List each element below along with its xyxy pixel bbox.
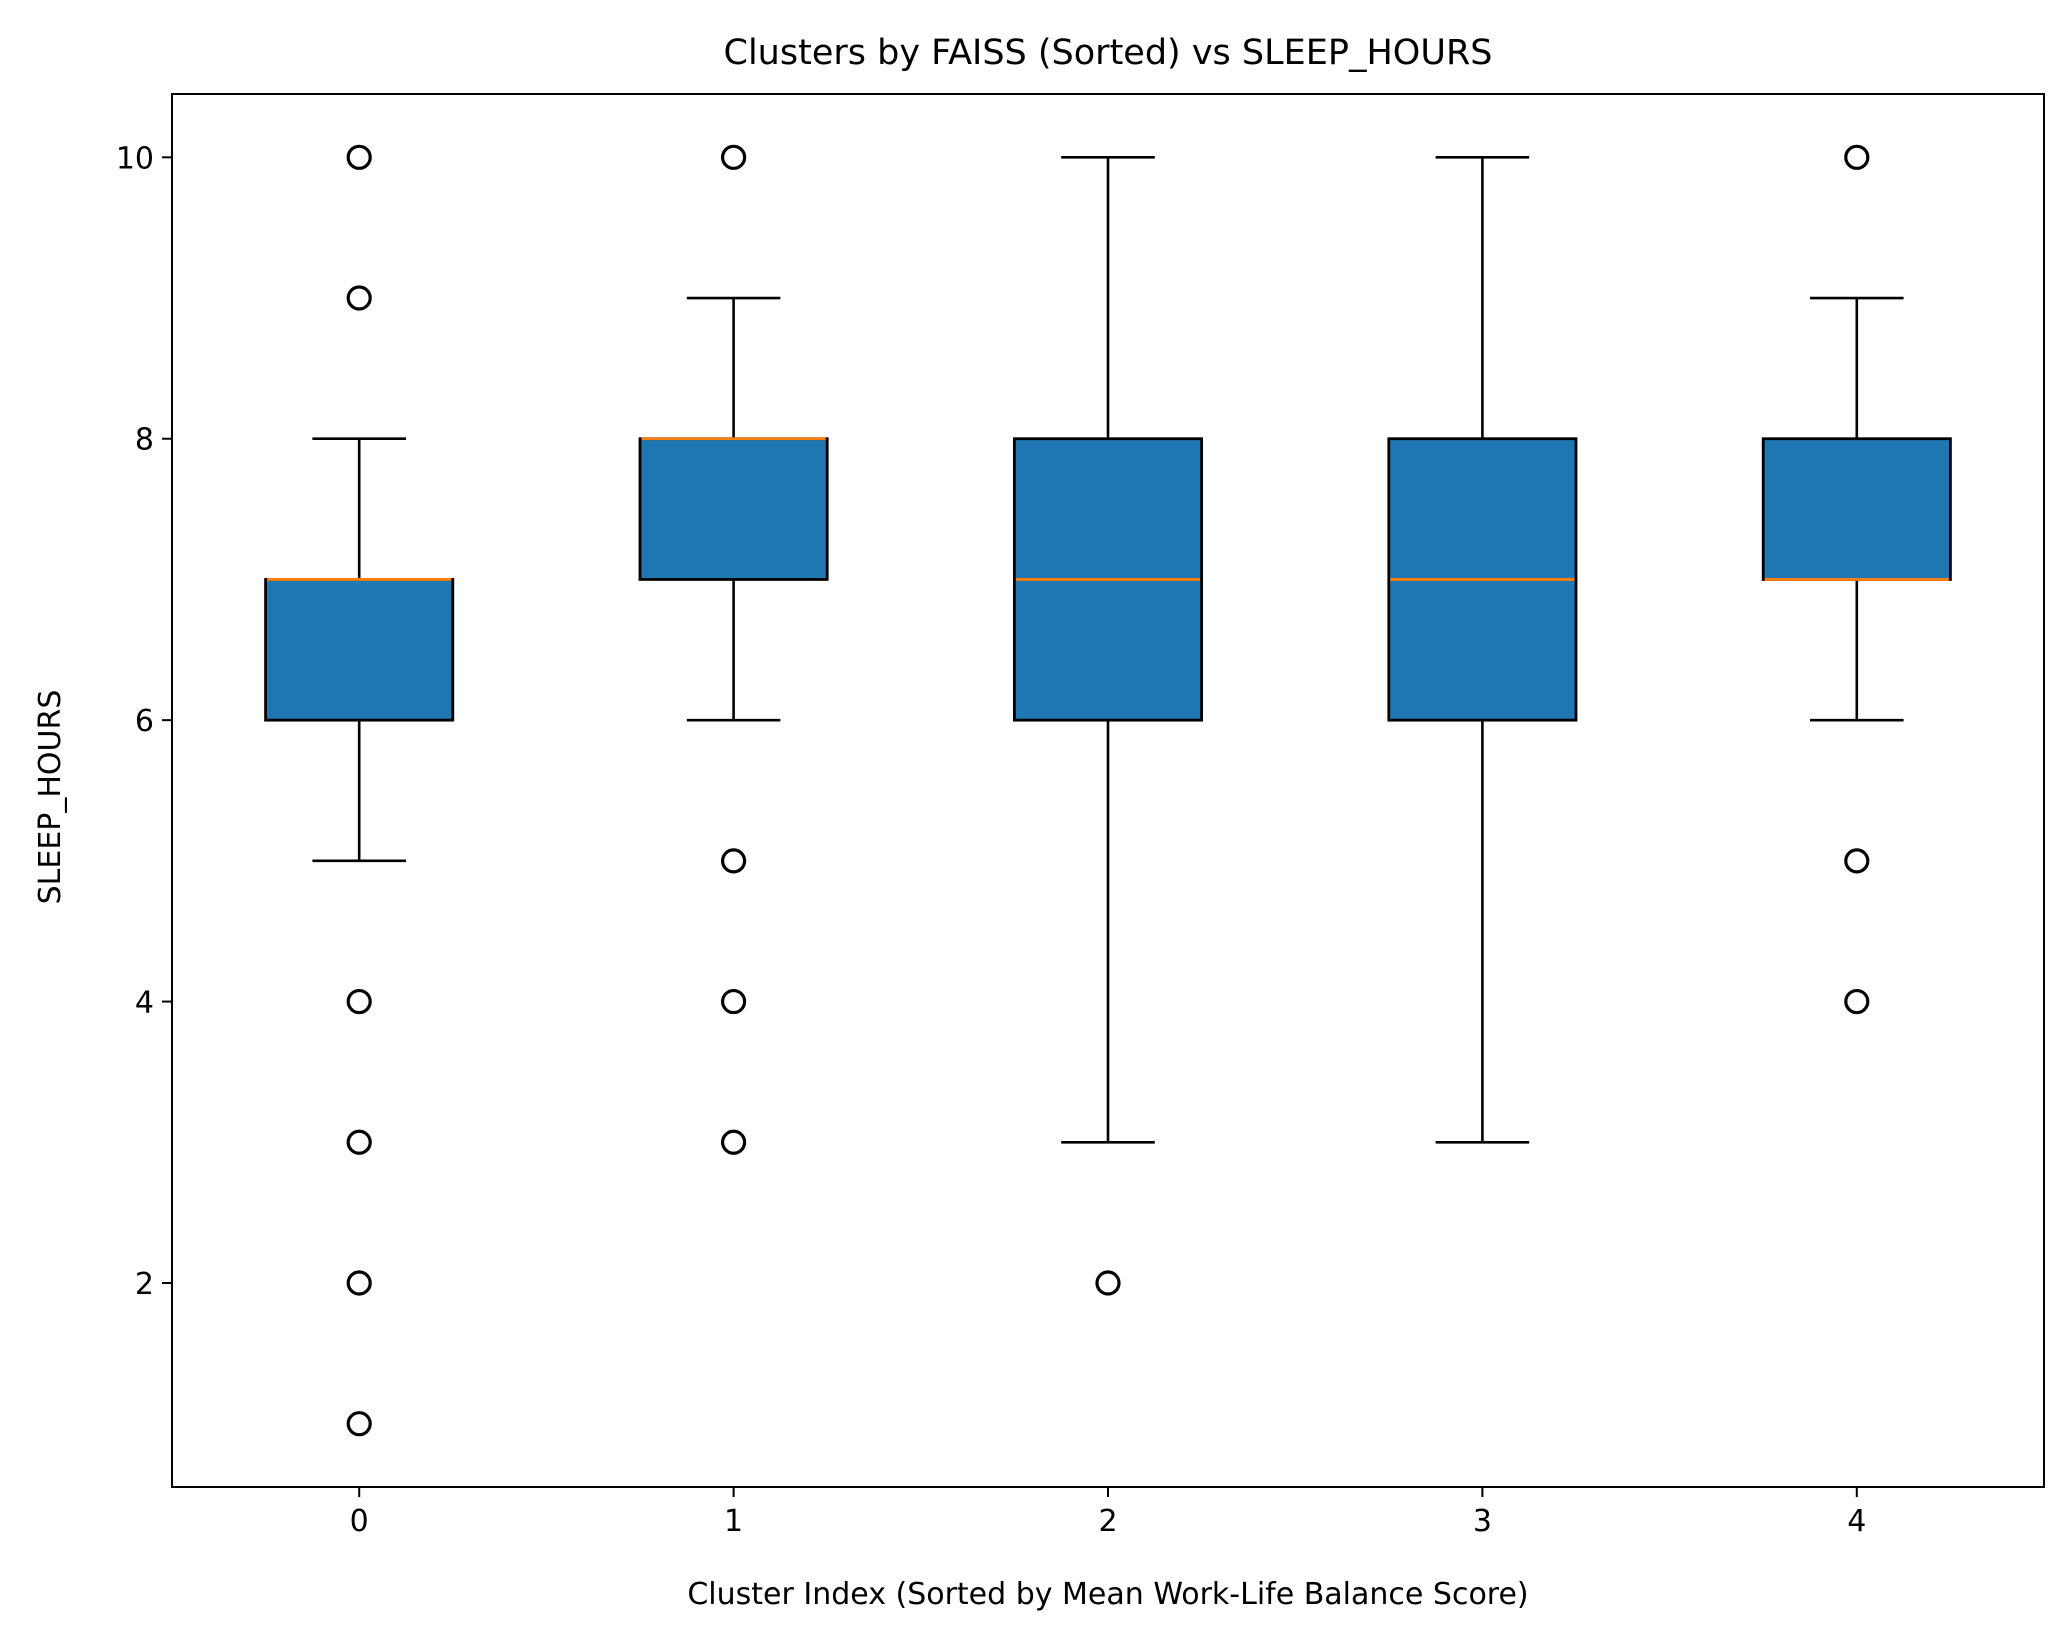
outlier-point (346, 285, 372, 311)
box-1 (638, 437, 829, 581)
x-tick-label: 0 (350, 1504, 369, 1539)
outlier-point (720, 988, 747, 1015)
x-tick-label: 4 (1847, 1504, 1866, 1539)
box-group-3 (1387, 156, 1578, 1144)
outlier-point (346, 1411, 372, 1437)
y-tick-label: 10 (116, 141, 154, 176)
plot-frame (171, 93, 2045, 1488)
outlier-point (720, 144, 747, 170)
box-group-4 (1761, 144, 1952, 1015)
box-group-0 (264, 144, 455, 1437)
outlier-point (346, 144, 372, 170)
box-group-2 (1013, 156, 1204, 1296)
box-group-1 (638, 144, 829, 1155)
x-axis-ticks: 0 1 2 3 4 (350, 1487, 1866, 1539)
outlier-point (346, 988, 372, 1015)
y-axis-label: SLEEP_HOURS (33, 690, 68, 905)
plot-area (264, 144, 1952, 1437)
x-tick-label: 1 (724, 1504, 743, 1539)
outlier-point (1844, 144, 1870, 170)
outlier-point (1844, 988, 1870, 1015)
box-0 (264, 578, 455, 722)
outlier-point (720, 848, 747, 874)
outlier-point (346, 1129, 372, 1155)
x-tick-label: 2 (1098, 1504, 1117, 1539)
chart-title: Clusters by FAISS (Sorted) vs SLEEP_HOUR… (724, 33, 1493, 73)
outlier-point (1844, 848, 1870, 874)
outlier-point (720, 1129, 747, 1155)
y-tick-label: 4 (135, 986, 154, 1021)
x-tick-label: 3 (1473, 1504, 1492, 1539)
x-axis-label: Cluster Index (Sorted by Mean Work-Life … (687, 1577, 1528, 1612)
box-4 (1761, 437, 1952, 581)
outlier-point (346, 1270, 372, 1296)
y-tick-label: 8 (135, 423, 154, 458)
outlier-point (1095, 1270, 1121, 1296)
y-tick-label: 2 (135, 1267, 154, 1302)
y-axis-ticks: 2 4 6 8 10 (116, 141, 172, 1302)
y-tick-label: 6 (135, 704, 154, 739)
